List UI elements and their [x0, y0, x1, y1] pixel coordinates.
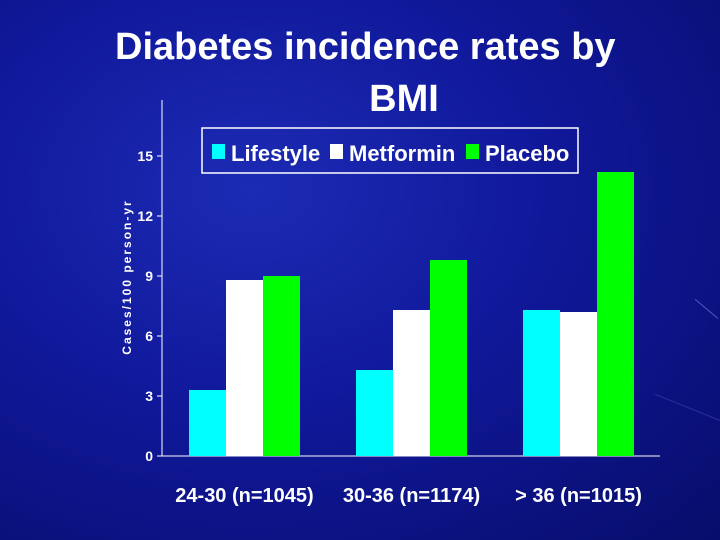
x-category-label: > 36 (n=1015) — [515, 485, 642, 507]
y-tick-label: 12 — [137, 208, 153, 224]
bar-placebo — [430, 260, 467, 456]
bar-metformin — [560, 312, 597, 456]
slide-title-line1: Diabetes incidence rates by — [115, 26, 616, 68]
y-tick-label: 6 — [145, 328, 153, 344]
bar-placebo — [597, 172, 634, 456]
y-tick-label: 0 — [145, 448, 153, 464]
y-tick-label: 3 — [145, 388, 153, 404]
bar-metformin — [393, 310, 430, 456]
y-axis-label: Cases/100 person-yr — [120, 199, 134, 354]
bar-lifestyle — [189, 390, 226, 456]
legend-label-placebo: Placebo — [485, 141, 569, 166]
x-category-label: 30-36 (n=1174) — [343, 485, 480, 507]
bar-lifestyle — [523, 310, 560, 456]
slide-title-line2: BMI — [369, 78, 439, 120]
legend-swatch-metformin — [330, 144, 343, 159]
y-tick-label: 9 — [145, 268, 153, 284]
y-tick-label: 15 — [137, 148, 153, 164]
legend-label-lifestyle: Lifestyle — [231, 141, 320, 166]
legend-label-metformin: Metformin — [349, 141, 455, 166]
x-category-label: 24-30 (n=1045) — [175, 485, 313, 507]
bar-placebo — [263, 276, 300, 456]
bar-metformin — [226, 280, 263, 456]
legend-swatch-placebo — [466, 144, 479, 159]
bar-lifestyle — [356, 370, 393, 456]
legend: Lifestyle Metformin Placebo — [201, 127, 579, 174]
legend-swatch-lifestyle — [212, 144, 225, 159]
chart-bars — [189, 172, 634, 456]
chart-ticks: 0 3 6 9 12 15 24-30 (n=1045) 30-36 (n=1174) > 36… — [137, 148, 641, 507]
legend-box — [201, 127, 579, 174]
